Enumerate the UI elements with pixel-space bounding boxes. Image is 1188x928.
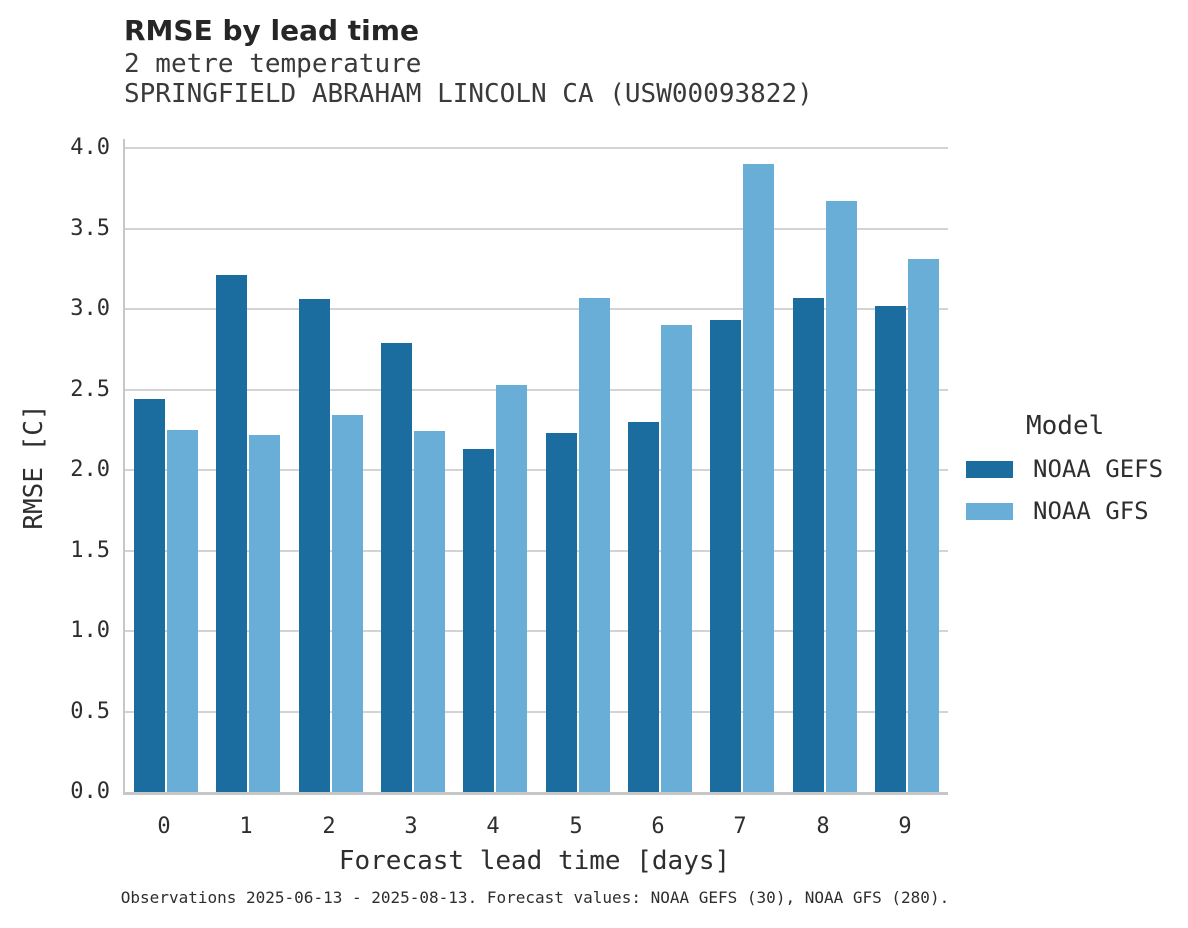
gridline-y-4.0 [125,147,948,149]
bar-noaa-gfs-lead-4 [496,385,527,792]
y-tick-label-1.0: 1.0 [70,618,110,643]
bar-noaa-gfs-lead-0 [167,430,198,792]
legend: Model NOAA GEFS NOAA GFS [966,411,1163,539]
y-tick-label-2.5: 2.5 [70,376,110,402]
gridline-y-2.0 [125,469,948,471]
x-tick-label-1: 1 [239,814,253,839]
bar-noaa-gfs-lead-1 [249,435,280,792]
gridline-y-0.5 [125,710,948,713]
bar-noaa-gefs-lead-3 [381,343,412,792]
x-tick-label-6: 6 [651,814,665,839]
legend-swatch-icon [966,460,1013,478]
gridline-y-3.5 [125,227,948,230]
x-axis-title: Forecast lead time [days] [338,846,731,876]
x-tick-label-0: 0 [157,814,171,839]
x-tick-label-3: 3 [404,814,418,839]
footer-note: Observations 2025-06-13 - 2025-08-13. Fo… [120,888,950,907]
legend-label: NOAA GFS [1033,497,1149,525]
plot-area [123,139,948,795]
bar-noaa-gfs-lead-9 [908,259,939,792]
bar-noaa-gefs-lead-4 [463,449,494,792]
legend-entry-noaa-gfs: NOAA GFS [966,497,1163,525]
x-tick-label-5: 5 [569,814,583,839]
bar-noaa-gfs-lead-6 [661,325,692,792]
legend-swatch-icon [966,502,1013,520]
subtitle-station: SPRINGFIELD ABRAHAM LINCOLN CA (USW00093… [124,78,813,109]
bar-noaa-gfs-lead-5 [579,298,610,792]
y-tick-label-1.5: 1.5 [70,537,110,563]
legend-label: NOAA GEFS [1033,455,1164,483]
bar-noaa-gefs-lead-6 [628,422,659,792]
legend-title: Model [1026,411,1105,441]
y-tick-label-0.0: 0.0 [70,779,110,804]
gridline-y-3.0 [125,308,948,310]
chart-title: RMSE by lead time [124,14,419,47]
chart-subtitle: 2 metre temperature SPRINGFIELD ABRAHAM … [124,49,813,109]
bar-noaa-gfs-lead-3 [414,431,445,792]
y-tick-label-4.0: 4.0 [70,135,110,160]
x-tick-label-9: 9 [898,814,912,839]
bar-noaa-gefs-lead-8 [793,298,824,792]
legend-entries: NOAA GEFS NOAA GFS [966,455,1163,525]
bar-noaa-gefs-lead-5 [546,433,577,792]
legend-entry-noaa-gefs: NOAA GEFS [966,455,1163,483]
bar-noaa-gefs-lead-7 [710,320,741,792]
bar-noaa-gfs-lead-8 [826,201,857,792]
bar-noaa-gfs-lead-7 [743,164,774,792]
x-tick-label-4: 4 [486,814,500,839]
y-tick-label-0.5: 0.5 [70,698,110,724]
x-tick-label-7: 7 [733,814,747,839]
gridline-y-2.5 [125,388,948,391]
y-tick-label-3.0: 3.0 [70,296,110,321]
bar-noaa-gefs-lead-2 [299,299,330,792]
gridline-y-1.5 [125,549,948,552]
x-tick-label-2: 2 [322,814,336,839]
subtitle-variable: 2 metre temperature [124,49,422,79]
y-tick-label-3.5: 3.5 [70,215,110,241]
bar-noaa-gefs-lead-9 [875,306,906,792]
bar-noaa-gefs-lead-0 [134,399,165,792]
y-tick-label-2.0: 2.0 [70,457,110,482]
bar-noaa-gefs-lead-1 [216,275,247,792]
gridline-y-1.0 [125,630,948,632]
x-tick-label-8: 8 [816,814,830,839]
bar-noaa-gfs-lead-2 [332,415,363,792]
